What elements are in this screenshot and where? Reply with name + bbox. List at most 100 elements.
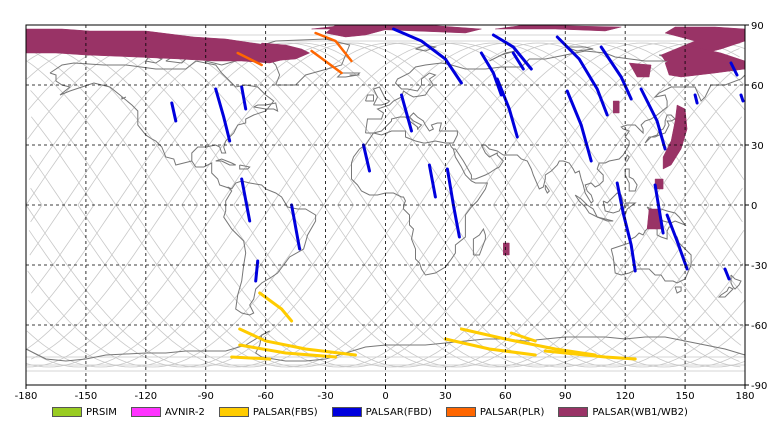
coastline xyxy=(49,72,192,166)
legend-swatch xyxy=(130,407,161,417)
coastline xyxy=(624,154,630,162)
coastline xyxy=(565,46,594,52)
swath-plr xyxy=(236,51,263,67)
legend: PRSIM AVNIR-2 PALSAR(FBS) PALSAR(FBD) PA… xyxy=(52,403,688,421)
x-axis-ticks: -180 -150 -120 -90 -60 -30 0 30 60 90 120 150 180 xyxy=(15,385,755,402)
orbit-track xyxy=(26,42,741,368)
swath-fbd xyxy=(511,51,525,71)
swath-fbd xyxy=(599,45,633,101)
coastline xyxy=(239,38,351,86)
swath-wb xyxy=(495,24,622,32)
orbit-track xyxy=(27,42,742,368)
orbit-track xyxy=(30,42,745,368)
x-tick-label: 30 xyxy=(439,391,452,402)
legend-label: PALSAR(FBD) xyxy=(365,406,432,418)
legend-item-palsar-wb: PALSAR(WB1/WB2) xyxy=(558,407,688,418)
x-tick-label: -120 xyxy=(134,391,157,402)
swath-plr xyxy=(314,31,353,63)
swath-fbd xyxy=(240,177,252,223)
x-tick-label: 120 xyxy=(616,391,635,402)
swath-fbd xyxy=(400,93,413,133)
coastline xyxy=(602,192,624,214)
legend-swatch xyxy=(445,407,476,417)
y-tick-label: 90 xyxy=(751,21,764,32)
swath-fbd xyxy=(290,203,302,251)
legend-swatch xyxy=(558,407,589,417)
swath-fbd xyxy=(729,61,739,77)
grid-lines xyxy=(26,25,745,385)
swath-wb xyxy=(628,62,652,78)
swath-fbs xyxy=(543,349,637,361)
coastline xyxy=(365,94,374,102)
orbit-track xyxy=(30,42,745,368)
y-tick-label: -90 xyxy=(751,381,767,392)
legend-label: AVNIR-2 xyxy=(164,406,205,418)
y-tick-label: -30 xyxy=(751,261,767,272)
coastline xyxy=(121,96,127,100)
map-plot-area xyxy=(25,24,746,386)
x-tick-label: 60 xyxy=(499,391,512,402)
x-tick-label: -60 xyxy=(257,391,273,402)
swath-fbd xyxy=(392,27,463,85)
swath-fbd xyxy=(739,93,745,103)
swath-fbd xyxy=(240,85,248,111)
coastline xyxy=(239,164,251,170)
x-tick-label: -90 xyxy=(198,391,214,402)
swath-fbd xyxy=(665,213,689,271)
legend-label: PRSIM xyxy=(86,406,117,418)
y-tick-label: 60 xyxy=(751,81,764,92)
legend-label: PALSAR(PLR) xyxy=(479,406,545,418)
x-tick-label: 0 xyxy=(382,391,388,402)
coastline xyxy=(372,86,391,106)
swath-fbd xyxy=(170,101,178,123)
swath-fbd xyxy=(491,33,533,71)
coastline xyxy=(215,158,236,166)
swath-plr xyxy=(310,49,343,75)
swath-fbd xyxy=(653,183,665,235)
coastline xyxy=(472,227,486,256)
coastline xyxy=(351,112,489,276)
legend-item-palsar-fbs: PALSAR(FBS) xyxy=(218,407,318,418)
coastline xyxy=(253,102,279,112)
legend-swatch xyxy=(331,407,362,417)
swath-fbd xyxy=(479,51,503,97)
y-axis-ticks: 90 60 30 0 -30 -60 -90 xyxy=(745,21,767,392)
x-tick-label: 150 xyxy=(676,391,695,402)
swath-fbd xyxy=(427,163,437,199)
swath-wb xyxy=(25,28,287,64)
y-tick-label: -60 xyxy=(751,321,767,332)
swath-wb xyxy=(325,24,396,38)
swath-fbd xyxy=(214,87,232,143)
coastline xyxy=(730,274,742,290)
swath-wb xyxy=(257,42,311,62)
orbit-track xyxy=(26,42,740,368)
legend-swatch xyxy=(218,407,249,417)
swath-fbs xyxy=(509,331,537,343)
orbit-track xyxy=(30,42,745,368)
legend-label: PALSAR(WB1/WB2) xyxy=(592,406,688,418)
x-tick-label: 90 xyxy=(559,391,572,402)
coastline xyxy=(453,74,746,204)
x-tick-label: -150 xyxy=(75,391,98,402)
orbit-track xyxy=(25,42,710,368)
swath-fbd xyxy=(639,87,667,151)
swath-fbd xyxy=(565,89,593,163)
coastline xyxy=(624,168,638,192)
swath-fbd xyxy=(723,267,731,281)
swath-fbs xyxy=(443,337,537,357)
coastline xyxy=(544,184,550,194)
swath-fbd xyxy=(693,93,699,105)
swath-wb xyxy=(612,100,620,114)
swath-wb xyxy=(662,104,688,170)
coastline xyxy=(49,60,317,316)
swath-fbs xyxy=(230,355,272,361)
swath-fbd xyxy=(362,143,371,173)
coastline xyxy=(597,216,614,222)
x-tick-label: -30 xyxy=(317,391,333,402)
swath-fbd xyxy=(495,77,519,139)
swath-fbs xyxy=(238,327,357,357)
orbit-track xyxy=(26,42,740,368)
y-tick-label: 0 xyxy=(751,201,757,212)
x-tick-label: -180 xyxy=(15,391,38,402)
